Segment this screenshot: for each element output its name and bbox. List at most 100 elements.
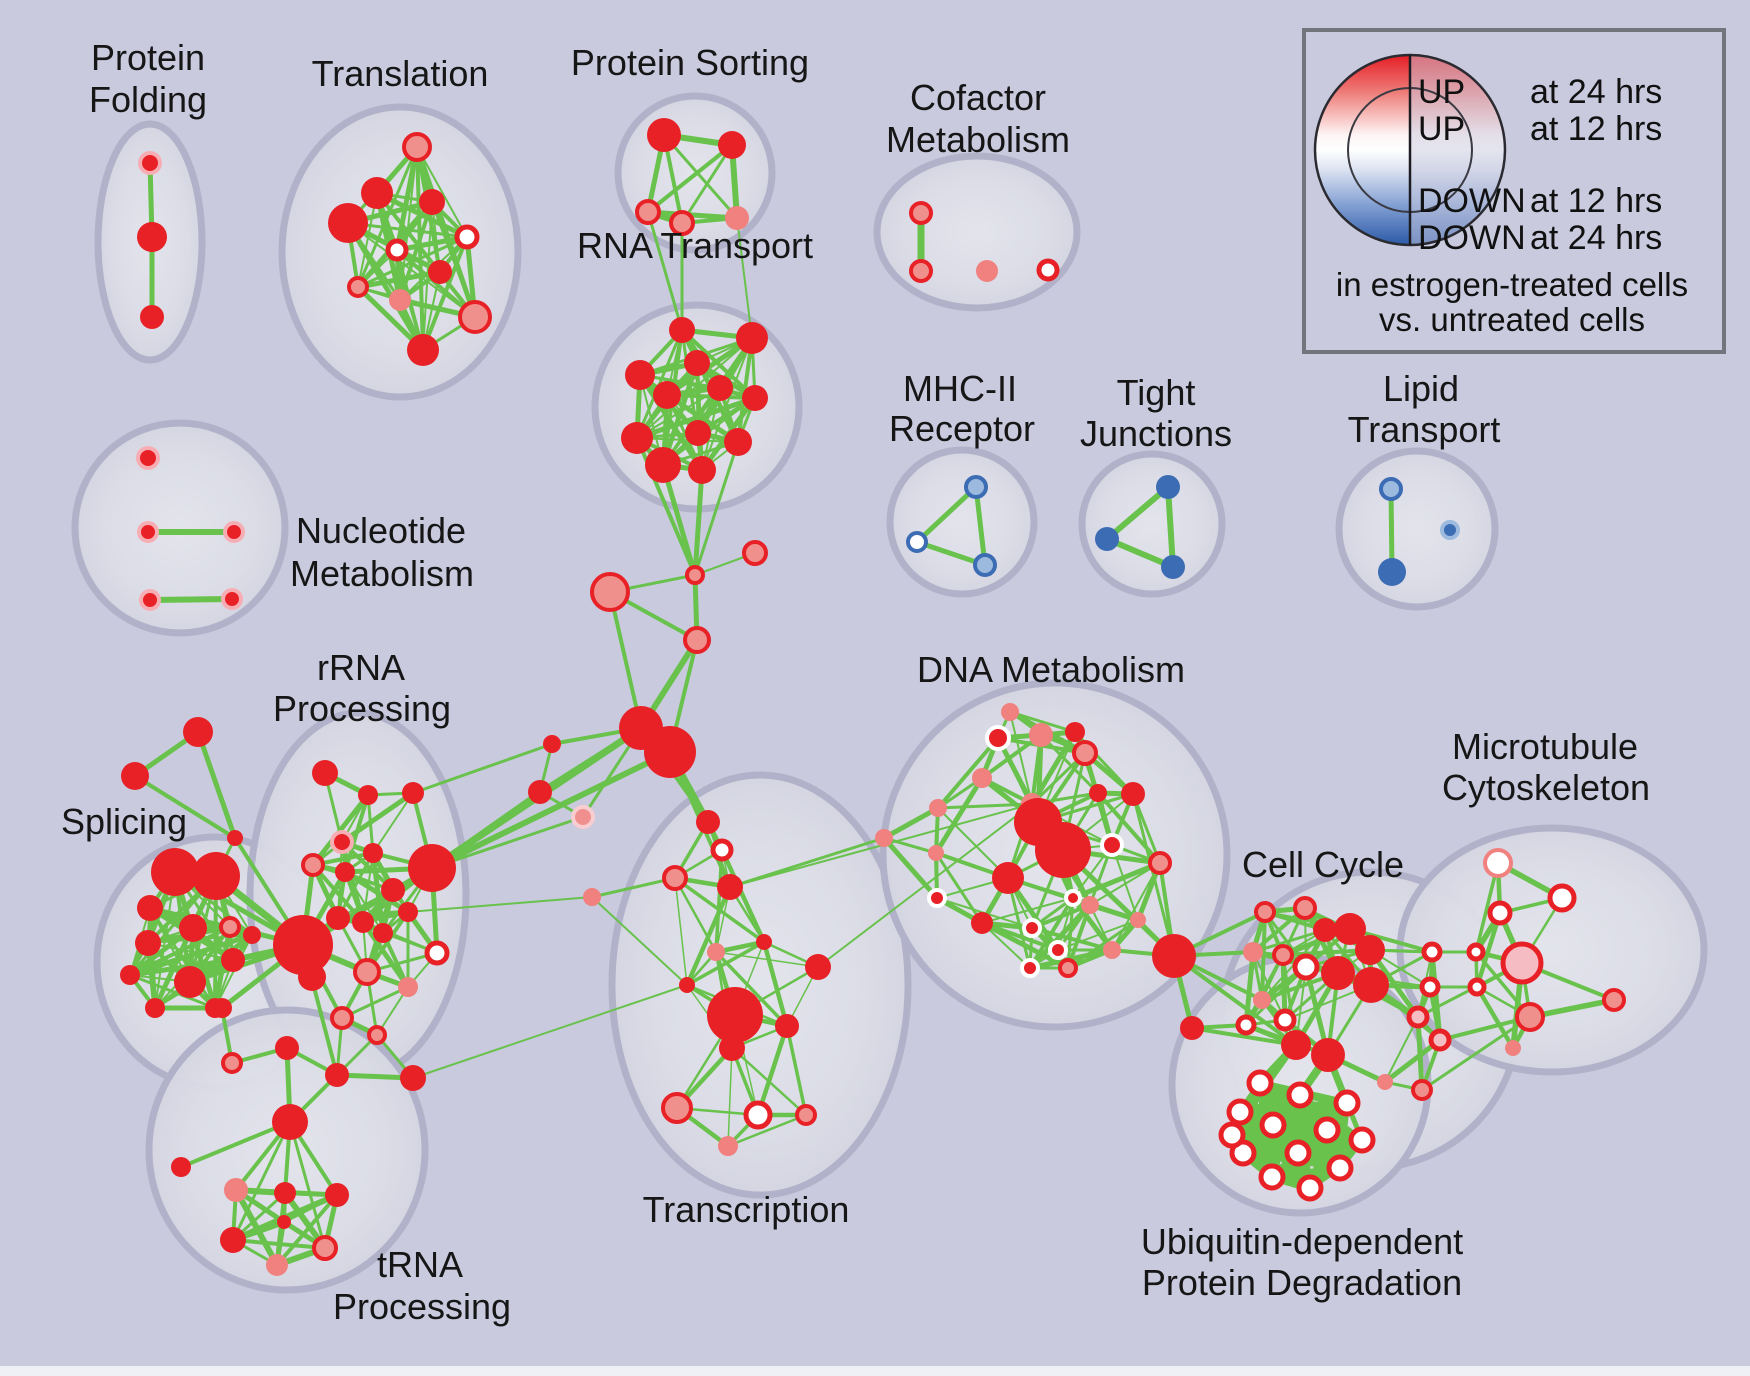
edge-rrna-processing [340, 985, 410, 1020]
gene-node-transcription [696, 810, 720, 834]
gene-node-cell-cycle [1419, 976, 1441, 998]
legend-footer-text: in estrogen-treated cells [1336, 266, 1688, 303]
gene-node-rna-transport [688, 456, 716, 484]
legend-direction-label: UP [1418, 73, 1465, 111]
gene-node-microtubule-cytoskeleton [1505, 1040, 1521, 1056]
cluster-label: MHC-II [903, 368, 1017, 409]
gene-node-trna-processing [220, 1227, 246, 1253]
gene-node-rna-transport [625, 360, 655, 390]
gene-node-trna-processing [224, 1178, 248, 1202]
connector-edge [591, 896, 688, 986]
gene-node-rrna-processing [400, 1065, 426, 1091]
gene-node-rrna-processing [330, 1006, 354, 1030]
edge-microtubule-cytoskeleton [1474, 910, 1503, 990]
gene-node-microtubule-cytoskeleton [1467, 977, 1487, 997]
cluster-label: tRNA [377, 1244, 463, 1285]
gene-node-rna-transport [653, 381, 681, 409]
gene-node-dna-metabolism [1148, 851, 1172, 875]
gene-node-rna-transport [736, 322, 768, 354]
gene-node-dna-metabolism [1035, 822, 1091, 878]
cluster-label: Transport [1348, 409, 1501, 450]
edge-dna-metabolism [937, 807, 1009, 879]
gene-node-rna-transport [669, 317, 695, 343]
edge-rna-transport [680, 328, 757, 400]
edge-dna-metabolism [881, 805, 941, 841]
legend-direction-label: UP [1418, 110, 1465, 148]
gene-node-cell-cycle [1254, 901, 1276, 923]
edge-transcription [785, 1024, 808, 1117]
gene-node-dna-metabolism [1081, 896, 1099, 914]
edge-tight-junctions [1104, 484, 1171, 542]
cluster-label: RNA Transport [577, 225, 813, 266]
gene-node-tight-junctions [1161, 555, 1185, 579]
edge-transcription [714, 950, 789, 1028]
connector-edge [288, 1120, 327, 1250]
gene-node-transcription [710, 838, 734, 862]
legend-direction-label: DOWN [1418, 219, 1526, 257]
edge-splicing [127, 932, 255, 978]
gene-node-protein-folding [140, 305, 164, 329]
gene-node-translation [458, 300, 492, 334]
connector-edge [133, 774, 237, 840]
gene-node-rrna-processing [326, 906, 350, 930]
gene-node-trna-processing [266, 1254, 288, 1276]
connector-edge [728, 836, 886, 889]
edge-transcription [727, 1047, 733, 1147]
gene-node-microtubule-cytoskeleton [1515, 1002, 1545, 1032]
cluster-label: Processing [273, 688, 451, 729]
edge-dna-metabolism [1029, 729, 1078, 807]
gene-node-cell-cycle [1272, 944, 1294, 966]
cluster-label: Protein [91, 37, 205, 78]
gene-node-splicing [137, 895, 163, 921]
edge-protein-sorting [645, 209, 740, 221]
gene-node-connector [227, 830, 243, 846]
gene-node-mhc-ii-receptor [973, 553, 997, 577]
legend-direction-label: DOWN [1418, 182, 1526, 220]
edge-dna-metabolism [881, 835, 940, 901]
gene-node-connector [121, 762, 149, 790]
gene-node-trna-processing [312, 1235, 338, 1261]
edge-rna-transport [636, 337, 753, 439]
gene-node-cell-cycle [1411, 1079, 1433, 1101]
legend-time-label: at 12 hrs [1530, 182, 1662, 220]
network-nodes [120, 118, 1626, 1276]
cluster-label: Lipid [1383, 368, 1459, 409]
cluster-label: Protein Sorting [571, 42, 809, 83]
gene-node-splicing [179, 914, 207, 942]
gene-node-connector [212, 998, 232, 1018]
gene-node-translation [454, 224, 480, 250]
edge-dna-metabolism [933, 775, 985, 856]
gene-node-dna-metabolism [1130, 912, 1146, 928]
gene-node-transcription [775, 1014, 799, 1038]
gene-node-ubiquitin-degradation [1218, 1121, 1246, 1149]
edge-trna-processing [275, 1193, 339, 1267]
gene-node-connector [590, 572, 630, 612]
gene-node-cofactor-metabolism [1036, 258, 1060, 282]
cluster-label: rRNA [317, 647, 405, 688]
gene-node-microtubule-cytoskeleton [1547, 883, 1577, 913]
cluster-label: Nucleotide [296, 510, 466, 551]
gene-node-splicing [219, 916, 241, 938]
cluster-ellipse-lipid-transport [1335, 447, 1499, 611]
cluster-label: Metabolism [886, 119, 1070, 160]
gene-node-rna-transport [685, 420, 711, 446]
edge-dna-metabolism [1030, 903, 1092, 930]
cluster-label: Translation [312, 53, 489, 94]
gene-node-ubiquitin-degradation [1286, 1081, 1314, 1109]
gene-node-ubiquitin-degradation [1313, 1116, 1341, 1144]
connector-edge [1131, 792, 1176, 958]
gene-node-rna-transport [645, 447, 681, 483]
gene-node-cell-cycle [1293, 896, 1317, 920]
gene-node-rrna-processing [325, 1063, 349, 1087]
gene-node-splicing [135, 930, 161, 956]
gene-node-connector [644, 726, 696, 778]
gene-node-ubiquitin-degradation [1284, 1139, 1312, 1167]
gene-node-rrna-processing [330, 830, 354, 854]
gene-node-mhc-ii-receptor [906, 531, 928, 553]
gene-node-lipid-transport [1378, 558, 1406, 586]
gene-node-tight-junctions [1156, 475, 1180, 499]
edge-rrna-processing [310, 792, 371, 868]
gene-node-translation [385, 238, 409, 262]
edge-splicing [128, 973, 217, 1010]
